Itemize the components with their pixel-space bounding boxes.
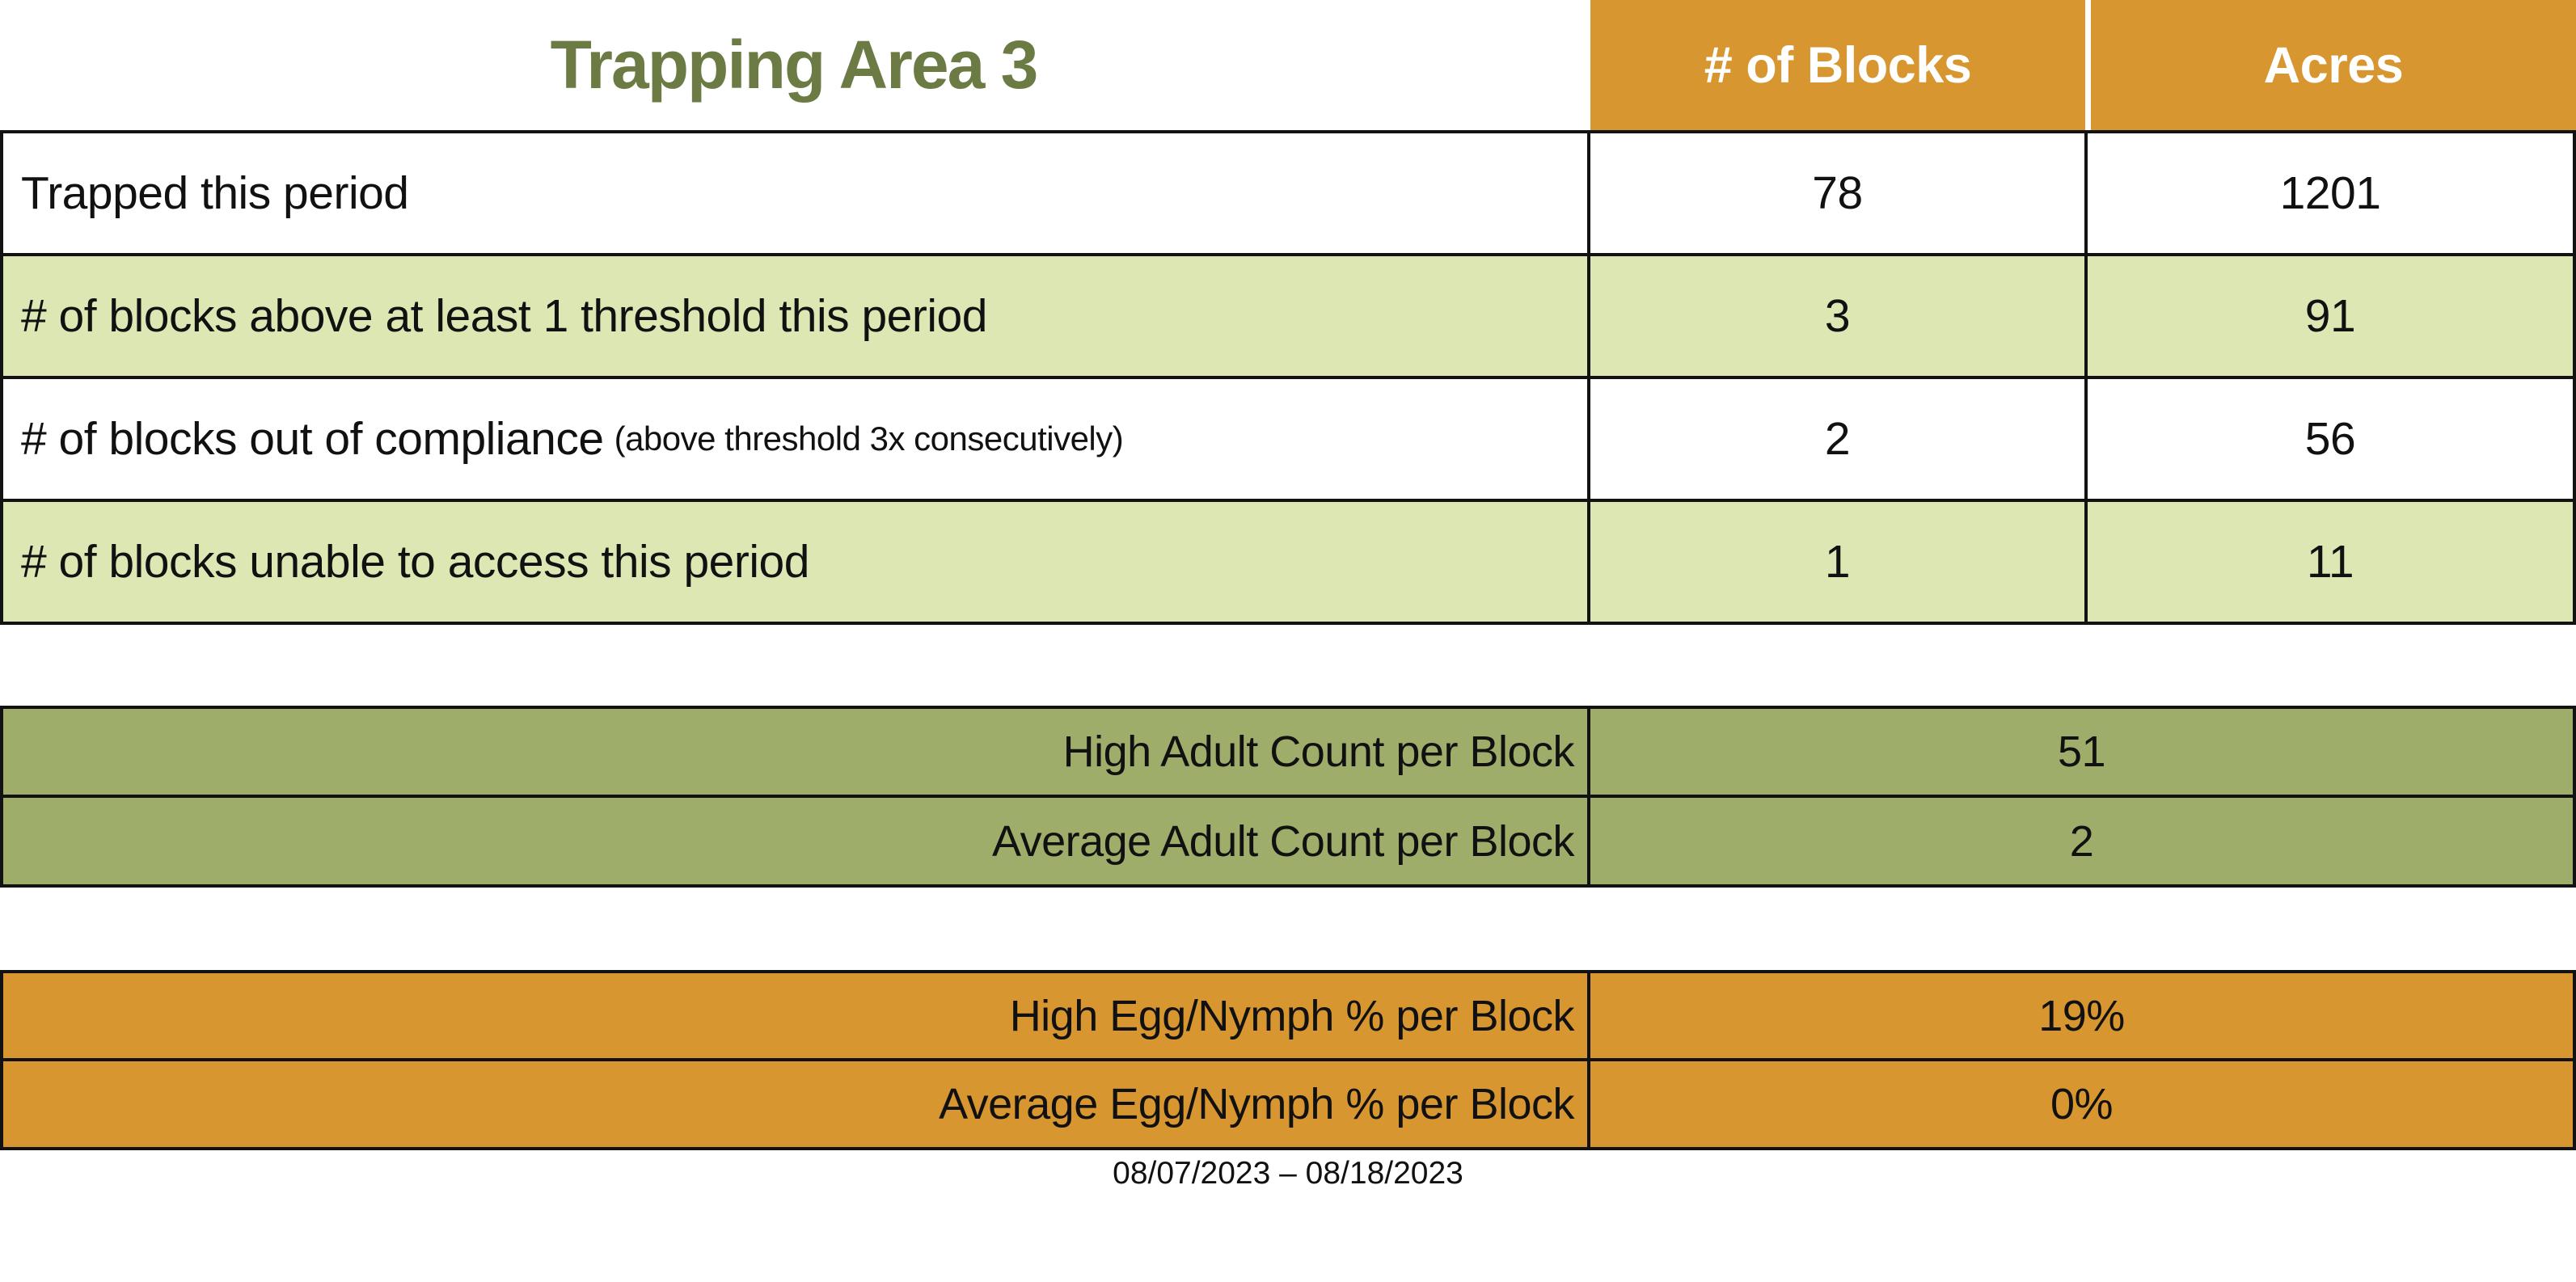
value-high-egg-nymph: 19%	[1590, 973, 2573, 1058]
row-label-text: # of blocks unable to access this period	[21, 536, 809, 588]
value-average-adult-count: 2	[1590, 798, 2573, 884]
egg-nymph-table: High Egg/Nymph % per Block 19% Average E…	[0, 970, 2576, 1150]
page-title: Trapping Area 3	[0, 0, 1587, 130]
cell-trapped-blocks: 78	[1590, 133, 2084, 253]
label-high-adult-count: High Adult Count per Block	[3, 709, 1587, 795]
row-label-unable-to-access: # of blocks unable to access this period	[3, 502, 1587, 622]
row-label-text: # of blocks out of compliance	[21, 413, 604, 465]
cell-above-threshold-blocks: 3	[1590, 256, 2084, 376]
row-label-trapped: Trapped this period	[3, 133, 1587, 253]
row-label-text: # of blocks above at least 1 threshold t…	[21, 290, 987, 342]
adult-count-table: High Adult Count per Block 51 Average Ad…	[0, 706, 2576, 888]
cell-unable-to-access-acres: 11	[2088, 502, 2573, 622]
value-high-adult-count: 51	[1590, 709, 2573, 795]
date-range: 08/07/2023 – 08/18/2023	[1113, 1156, 1463, 1191]
cell-above-threshold-acres: 91	[2088, 256, 2573, 376]
value-average-egg-nymph: 0%	[1590, 1061, 2573, 1147]
cell-out-of-compliance-acres: 56	[2088, 379, 2573, 499]
summary-table: Trapped this period 78 1201 # of blocks …	[0, 130, 2576, 625]
cell-trapped-acres: 1201	[2088, 133, 2573, 253]
row-label-note: (above threshold 3x consecutively)	[614, 420, 1124, 458]
column-header-blocks: # of Blocks	[1590, 0, 2085, 130]
cell-unable-to-access-blocks: 1	[1590, 502, 2084, 622]
label-average-egg-nymph: Average Egg/Nymph % per Block	[3, 1061, 1587, 1147]
column-header-acres: Acres	[2091, 0, 2576, 130]
row-label-text: Trapped this period	[21, 167, 409, 219]
label-high-egg-nymph: High Egg/Nymph % per Block	[3, 973, 1587, 1058]
label-average-adult-count: Average Adult Count per Block	[3, 798, 1587, 884]
row-label-above-threshold: # of blocks above at least 1 threshold t…	[3, 256, 1587, 376]
cell-out-of-compliance-blocks: 2	[1590, 379, 2084, 499]
row-label-out-of-compliance: # of blocks out of compliance (above thre…	[3, 379, 1587, 499]
